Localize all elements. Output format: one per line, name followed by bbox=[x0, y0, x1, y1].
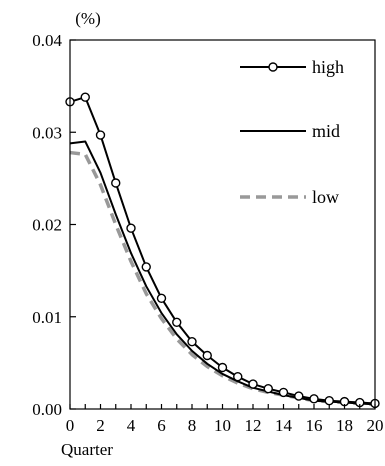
data-point-high bbox=[263, 384, 273, 394]
legend-label-low: low bbox=[312, 187, 339, 207]
legend-item-low: low bbox=[240, 187, 339, 207]
data-point-high bbox=[156, 293, 167, 303]
data-point-high bbox=[217, 362, 228, 373]
x-tick-label: 4 bbox=[127, 416, 136, 435]
series-mid bbox=[69, 140, 376, 406]
y-tick-labels: 0.00 0.01 0.02 0.03 0.04 bbox=[32, 31, 62, 419]
data-point-high bbox=[324, 395, 334, 406]
x-tick-marks bbox=[69, 404, 376, 409]
legend-item-mid: mid bbox=[240, 121, 340, 141]
y-tick-label: 0.01 bbox=[32, 308, 62, 327]
data-point-high bbox=[95, 130, 106, 140]
data-point-high bbox=[141, 262, 151, 272]
y-tick-label: 0.00 bbox=[32, 400, 62, 419]
data-point-high bbox=[294, 391, 304, 401]
data-point-high bbox=[80, 92, 90, 102]
x-tick-label: 14 bbox=[275, 416, 293, 435]
y-tick-label: 0.04 bbox=[32, 31, 62, 50]
plot-frame bbox=[69, 39, 376, 410]
legend-label-high: high bbox=[312, 57, 344, 77]
series-line-high bbox=[69, 96, 376, 405]
x-tick-label: 12 bbox=[245, 416, 262, 435]
x-tick-label: 2 bbox=[96, 416, 105, 435]
data-point-high bbox=[126, 223, 136, 233]
data-point-high bbox=[233, 372, 243, 382]
series-layer bbox=[65, 92, 380, 409]
x-tick-label: 10 bbox=[214, 416, 231, 435]
axes bbox=[69, 39, 376, 410]
legend-item-high: high bbox=[240, 57, 344, 77]
data-point-high bbox=[187, 336, 197, 347]
y-unit-label: (%) bbox=[75, 9, 100, 28]
data-point-high bbox=[309, 394, 319, 404]
x-tick-label: 8 bbox=[188, 416, 197, 435]
series-line-mid bbox=[69, 140, 376, 406]
x-tick-label: 20 bbox=[367, 416, 384, 435]
x-tick-label: 6 bbox=[157, 416, 166, 435]
series-high bbox=[65, 92, 380, 409]
y-tick-label: 0.03 bbox=[32, 123, 62, 142]
x-tick-label: 18 bbox=[336, 416, 353, 435]
x-tick-label: 0 bbox=[66, 416, 75, 435]
y-tick-marks bbox=[70, 39, 76, 410]
data-point-high bbox=[111, 178, 121, 188]
data-point-high bbox=[172, 317, 182, 327]
legend: high mid low bbox=[240, 57, 344, 207]
data-point-high bbox=[202, 350, 212, 361]
data-point-high bbox=[278, 387, 289, 398]
data-point-high bbox=[248, 379, 258, 389]
x-tick-labels: 0 2 4 6 8 10 12 14 16 18 20 bbox=[66, 416, 384, 435]
x-axis-title: Quarter bbox=[61, 440, 113, 459]
y-tick-label: 0.02 bbox=[32, 216, 62, 235]
legend-label-mid: mid bbox=[312, 121, 340, 141]
x-tick-label: 16 bbox=[306, 416, 323, 435]
legend-marker-high bbox=[268, 62, 278, 72]
